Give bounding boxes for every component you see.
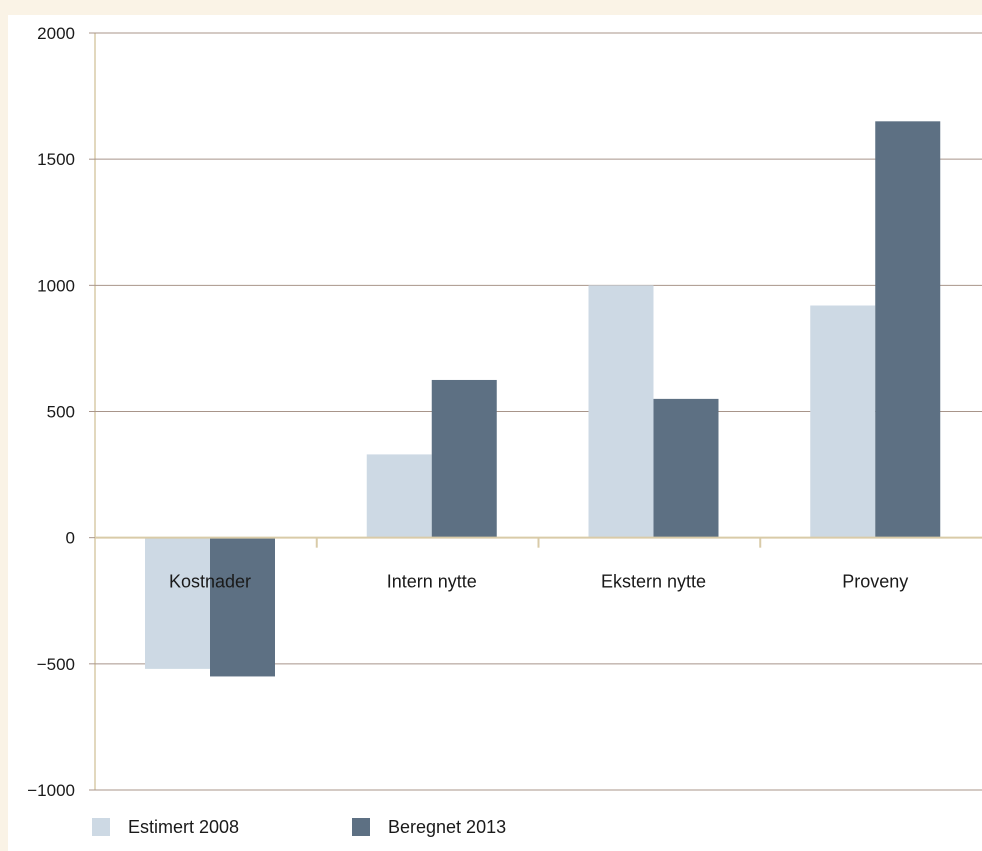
legend-label: Beregnet 2013: [388, 817, 506, 837]
category-label: Intern nytte: [387, 572, 477, 592]
bar-beregnet-2013: [653, 398, 719, 538]
y-tick-label: 2000: [37, 24, 75, 43]
y-tick-label: 500: [47, 403, 75, 422]
y-tick-label: 1000: [37, 276, 75, 295]
legend: Estimert 2008 Beregnet 2013: [92, 817, 506, 837]
bar-group: [145, 121, 941, 677]
bar-estimert-2008: [588, 285, 654, 538]
bar-beregnet-2013: [431, 379, 497, 538]
legend-label: Estimert 2008: [128, 817, 239, 837]
y-tick-label: 0: [66, 529, 75, 548]
bar-estimert-2008: [366, 454, 432, 538]
legend-swatch: [352, 818, 370, 836]
y-tick-label: 1500: [37, 150, 75, 169]
legend-swatch: [92, 818, 110, 836]
x-axis-category-labels: Kostnader Intern nytte Ekstern nytte Proven…: [169, 572, 908, 592]
y-axis-tick-labels: 2000 1500 1000 500 0 −500 −1000: [27, 24, 75, 800]
y-tick-label: −1000: [27, 781, 75, 800]
bar-beregnet-2013: [210, 537, 275, 677]
category-label: Kostnader: [169, 572, 251, 592]
category-label: Proveny: [842, 572, 908, 592]
bar-estimert-2008: [810, 305, 876, 538]
bar-estimert-2008: [145, 537, 210, 669]
y-tick-label: −500: [37, 655, 75, 674]
x-axis: [95, 536, 982, 548]
bar-beregnet-2013: [875, 121, 941, 538]
category-label: Ekstern nytte: [601, 572, 706, 592]
